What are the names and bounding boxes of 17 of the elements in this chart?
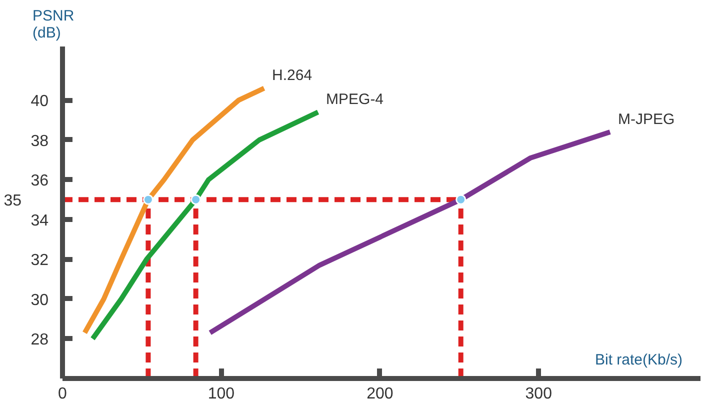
y-tick-label: 30 [30,292,49,309]
y-tick-label: 34 [30,212,49,230]
series-label: H.264 [272,67,312,84]
y-tick-label: 32 [30,252,49,270]
annotation: 35 [4,192,22,210]
series-label: M-JPEG [618,110,675,128]
x-tick-label: 0 [58,386,68,402]
y-axis-title: PSNR (dB) [32,8,74,42]
y-tick-label: 28 [30,332,49,349]
y-tick-label: 40 [30,93,49,110]
x-tick-label: 200 [366,386,394,402]
x-axis-title: Bit rate(Kb/s) [594,352,683,368]
y-tick-label: 38 [30,132,49,150]
x-tick-label: 100 [208,386,235,402]
x-tick-label: 300 [525,386,552,402]
series-label: MPEG-4 [326,91,384,108]
y-tick-label: 36 [30,172,49,190]
